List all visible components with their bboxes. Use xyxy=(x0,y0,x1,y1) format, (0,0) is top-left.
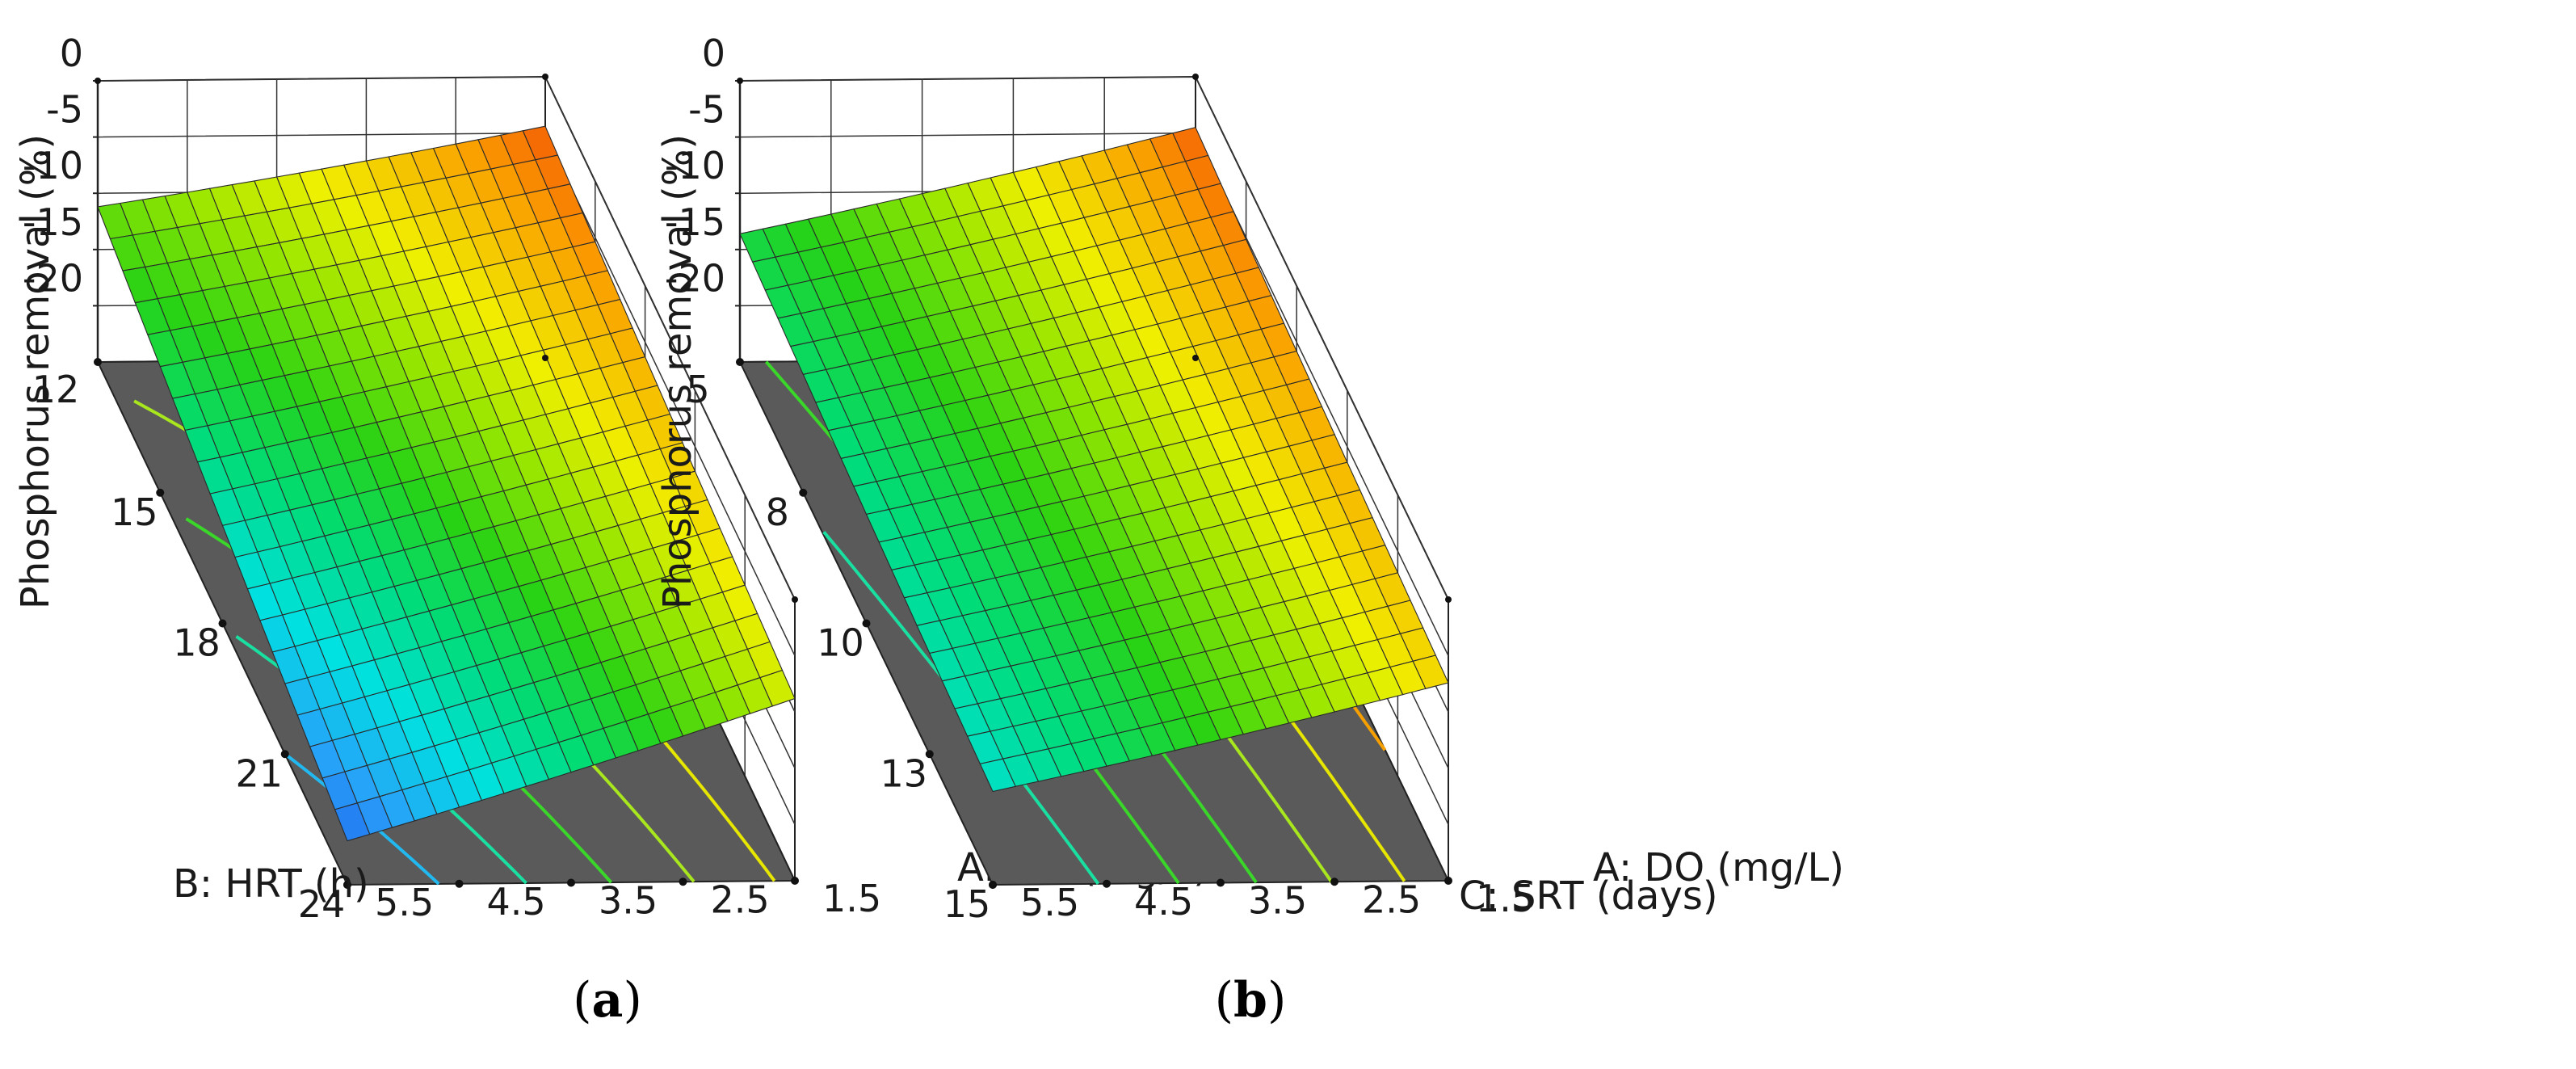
panel-label-letter: b xyxy=(1233,972,1267,1029)
x-tick-label: 1.5 xyxy=(822,877,881,920)
x-tick-label: 4.5 xyxy=(487,880,546,924)
y-tick-dot xyxy=(280,750,289,759)
axis-ticks: 0 -5 -10 -15 -20 1.5 2.5 3.5 4.5 5.5 12 15 18 21 24 xyxy=(23,32,881,926)
z-tick-label: 0 xyxy=(60,32,83,75)
x-tick-dot xyxy=(1330,878,1338,886)
x-tick-label: 3.5 xyxy=(599,879,658,923)
panel-label: (b) xyxy=(1215,972,1287,1029)
surface-cell xyxy=(334,802,371,842)
panel-label-close: ) xyxy=(623,972,641,1029)
corner-dot xyxy=(95,78,101,84)
response-surface xyxy=(739,126,1449,793)
z-tick-label: -15 xyxy=(665,200,725,244)
x-axis-label: A: DO (mg/L) xyxy=(1593,845,1844,890)
x-tick-dot xyxy=(1217,878,1225,887)
y-tick-label: 8 xyxy=(766,490,789,534)
y-axis-label: B: HRT (h) xyxy=(173,861,369,907)
z-tick-label: -10 xyxy=(23,144,83,187)
y-tick-label: 24 xyxy=(298,882,346,926)
z-tick-label: -20 xyxy=(665,256,725,300)
surface-cell xyxy=(979,758,1016,793)
y-tick-dot xyxy=(862,619,871,628)
panel-label-open: ( xyxy=(1215,972,1233,1029)
panel-label-letter: a xyxy=(592,972,624,1029)
x-tick-label: 1.5 xyxy=(1476,877,1535,920)
y-tick-dot xyxy=(156,488,165,497)
z-tick-label: -20 xyxy=(23,256,83,300)
panel-label-close: ) xyxy=(1267,972,1286,1029)
x-tick-label: 5.5 xyxy=(1020,881,1079,924)
corner-dot xyxy=(1445,596,1452,603)
corner-dot xyxy=(1192,74,1199,80)
corner-dot xyxy=(95,359,101,365)
y-tick-dot xyxy=(799,488,808,497)
y-tick-label: 18 xyxy=(173,621,221,665)
z-tick-label: -5 xyxy=(46,88,83,132)
y-tick-label: 15 xyxy=(943,882,991,926)
corner-dot xyxy=(542,74,548,80)
z-tick-label: 0 xyxy=(702,32,725,75)
x-tick-dot xyxy=(567,878,575,887)
y-axis-label: C: SRT (days) xyxy=(1459,873,1718,919)
y-tick-label: 21 xyxy=(235,751,283,795)
x-tick-dot xyxy=(1103,879,1111,888)
panel-label-open: ( xyxy=(573,972,591,1029)
z-axis-label: Phosphorus removal (%) xyxy=(655,134,700,609)
chart-panel-a: 0 -5 -10 -15 -20 1.5 2.5 3.5 4.5 5.5 12 15 18 21 24 Pho… xyxy=(13,32,1208,1029)
x-tick-label: 4.5 xyxy=(1134,880,1193,924)
axis-ticks: 0 -5 -10 -15 -20 1.5 2.5 3.5 4.5 5.5 5 8 10 13 15 xyxy=(665,32,1535,926)
corner-dot xyxy=(737,359,743,365)
x-tick-dot xyxy=(455,879,464,888)
x-tick-dot xyxy=(679,878,687,886)
x-tick-label: 3.5 xyxy=(1248,879,1307,923)
y-tick-label: 12 xyxy=(32,368,80,411)
y-tick-dot xyxy=(925,750,934,759)
y-tick-label: 10 xyxy=(817,621,864,665)
z-tick-label: -15 xyxy=(23,200,83,244)
response-surface xyxy=(97,125,796,842)
y-tick-label: 13 xyxy=(880,751,927,795)
chart-panel-b: 0 -5 -10 -15 -20 1.5 2.5 3.5 4.5 5.5 5 8 10 13 15 Phosp… xyxy=(655,32,1844,1029)
corner-dot xyxy=(344,882,351,888)
corner-dot xyxy=(542,355,548,361)
y-tick-dot xyxy=(218,619,227,628)
corner-dot xyxy=(737,78,743,84)
y-tick-label: 15 xyxy=(111,490,158,534)
panel-label: (a) xyxy=(573,972,642,1029)
x-tick-label: 2.5 xyxy=(1362,878,1421,921)
corner-dot xyxy=(1192,355,1199,361)
y-tick-label: 5 xyxy=(686,368,709,411)
x-tick-label: 5.5 xyxy=(375,881,434,924)
x-tick-label: 2.5 xyxy=(711,878,770,921)
corner-dot xyxy=(792,596,798,603)
z-axis-label: Phosphorus removal (%) xyxy=(13,134,58,609)
corner-dot xyxy=(1445,878,1452,884)
corner-dot xyxy=(792,878,798,884)
corner-dot xyxy=(990,882,996,888)
z-tick-label: -10 xyxy=(665,144,725,187)
z-tick-label: -5 xyxy=(688,88,725,132)
